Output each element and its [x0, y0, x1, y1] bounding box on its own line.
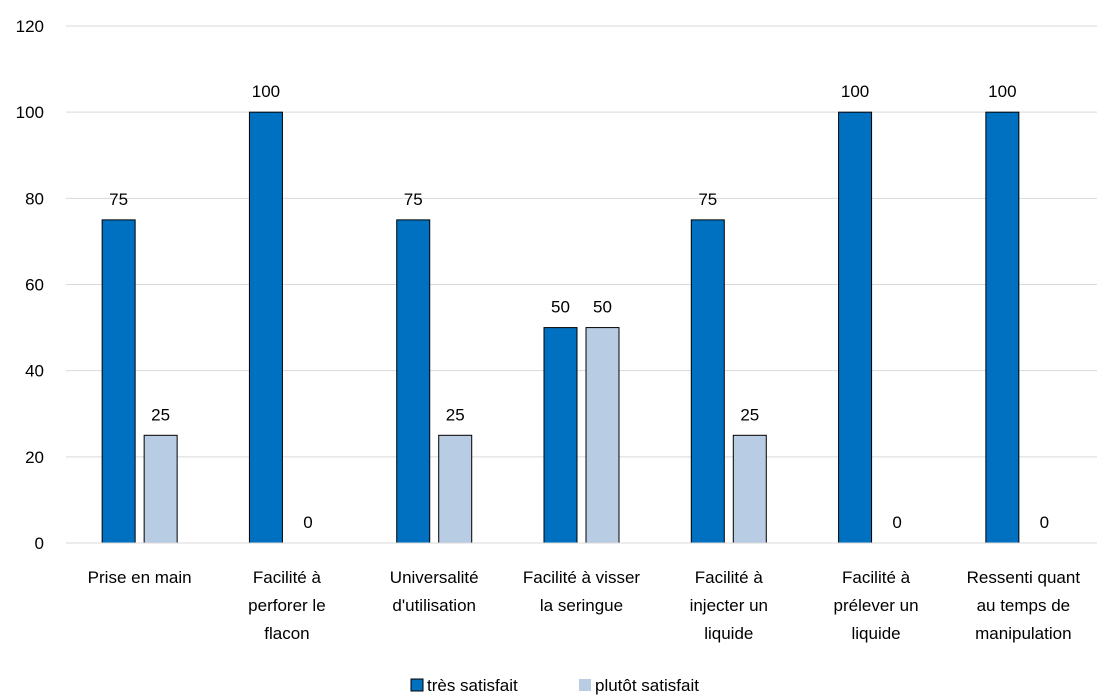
y-tick-label: 20	[25, 448, 44, 467]
bar-plutot-satisfait	[585, 327, 620, 544]
bar-plutot-satisfait	[438, 434, 473, 544]
bar-tres-satisfait	[101, 219, 136, 544]
data-label: 75	[404, 190, 423, 209]
x-category-label: Facilité à visser	[523, 568, 640, 587]
data-label: 75	[698, 190, 717, 209]
x-category-label: Facilité à	[695, 568, 764, 587]
data-label: 50	[551, 298, 570, 317]
x-category-label: Prise en main	[88, 568, 192, 587]
x-category-label: au temps de	[977, 596, 1071, 615]
legend-swatch	[579, 679, 591, 691]
x-category-label: prélever un	[834, 596, 919, 615]
x-category-label: manipulation	[975, 624, 1071, 643]
legend-label: plutôt satisfait	[595, 676, 699, 695]
x-category-label: liquide	[704, 624, 753, 643]
x-category-label: Facilité à	[253, 568, 322, 587]
y-tick-label: 60	[25, 276, 44, 295]
data-label: 0	[892, 513, 901, 532]
y-tick-label: 40	[25, 362, 44, 381]
x-category-label: Universalité	[390, 568, 479, 587]
data-label: 50	[593, 298, 612, 317]
bar-plutot-satisfait	[143, 434, 178, 544]
bar-tres-satisfait	[543, 327, 578, 544]
x-category-label: Ressenti quant	[967, 568, 1081, 587]
y-tick-label: 120	[16, 17, 44, 36]
y-tick-label: 80	[25, 189, 44, 208]
data-label: 25	[740, 405, 759, 424]
bar-tres-satisfait	[690, 219, 725, 544]
data-label: 100	[252, 82, 280, 101]
bar-tres-satisfait	[396, 219, 431, 544]
bar-plutot-satisfait	[732, 434, 767, 544]
data-label: 0	[303, 513, 312, 532]
legend: très satisfait plutôt satisfait	[410, 676, 699, 695]
data-labels: 75 25 100 0 75 25 50 50 75 25 100 0 100 0	[109, 82, 1049, 532]
y-axis-ticks: 0 20 40 60 80 100 120	[16, 17, 44, 553]
x-category-label: injecter un	[690, 596, 768, 615]
bar-tres-satisfait	[248, 111, 283, 544]
y-tick-label: 0	[35, 534, 44, 553]
x-category-label: Facilité à	[842, 568, 911, 587]
data-label: 100	[841, 82, 869, 101]
gridlines	[66, 25, 1097, 458]
data-label: 75	[109, 190, 128, 209]
x-category-label: flacon	[264, 624, 309, 643]
bar-tres-satisfait	[838, 111, 873, 544]
x-category-label: perforer le	[248, 596, 325, 615]
data-label: 25	[446, 405, 465, 424]
data-label: 25	[151, 405, 170, 424]
bar-tres-satisfait	[985, 111, 1020, 544]
legend-label: très satisfait	[427, 676, 518, 695]
data-label: 0	[1040, 513, 1049, 532]
legend-swatch	[410, 678, 424, 692]
y-tick-label: 100	[16, 103, 44, 122]
x-axis-categories: Prise en main Facilité à perforer le flacon…	[88, 568, 1081, 643]
data-label: 100	[988, 82, 1016, 101]
bars	[101, 111, 1020, 544]
x-category-label: la seringue	[540, 596, 623, 615]
x-category-label: d'utilisation	[392, 596, 476, 615]
x-category-label: liquide	[851, 624, 900, 643]
